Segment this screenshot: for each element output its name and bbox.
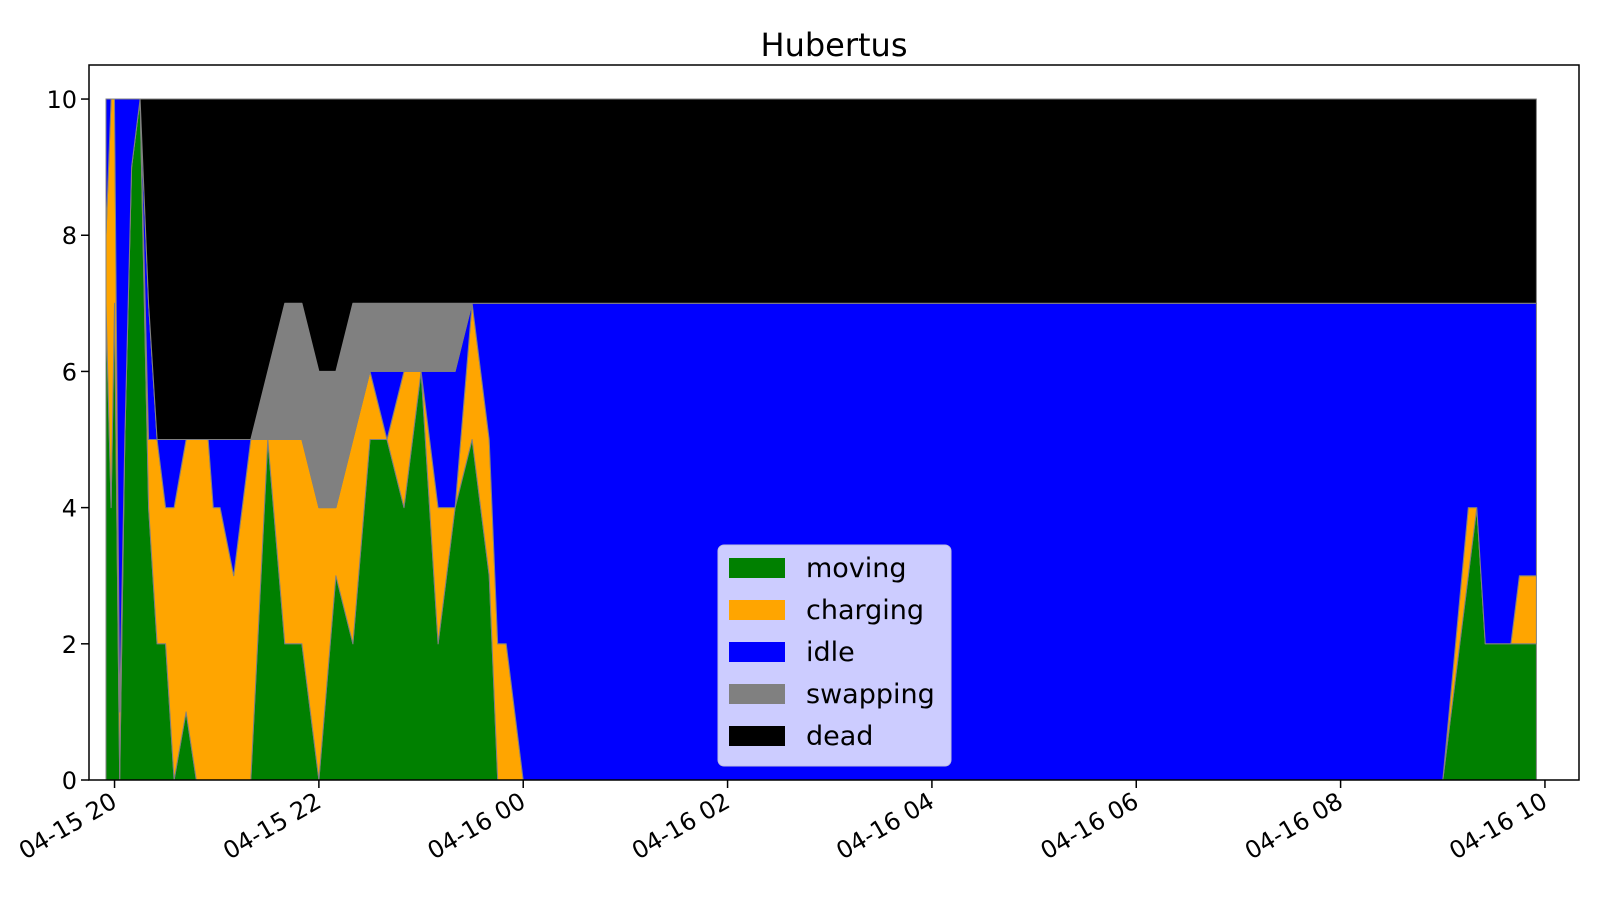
x-tick-label: 04-16 00 <box>423 787 530 865</box>
x-tick-label: 04-16 06 <box>1036 787 1143 865</box>
x-tick-label: 04-15 22 <box>218 787 325 865</box>
y-tick-label: 10 <box>46 86 77 114</box>
legend-label-moving: moving <box>806 553 907 584</box>
x-tick-label: 04-16 04 <box>831 787 938 865</box>
y-axis: 0 2 4 6 8 10 <box>46 86 89 795</box>
x-axis: 04-15 20 04-15 22 04-16 00 04-16 02 04-16 04… <box>14 780 1552 865</box>
y-tick-label: 6 <box>62 358 77 386</box>
y-tick-label: 2 <box>62 631 77 659</box>
x-tick-label: 04-16 08 <box>1240 787 1347 865</box>
chart-title: Hubertus <box>761 26 908 64</box>
legend-swatch-swapping <box>729 684 785 704</box>
y-tick-label: 8 <box>62 222 77 250</box>
y-tick-label: 4 <box>62 495 77 523</box>
legend-swatch-moving <box>729 558 785 578</box>
legend-swatch-dead <box>729 726 785 746</box>
legend-swatch-charging <box>729 600 785 620</box>
series-areas <box>105 98 1537 781</box>
x-tick-label: 04-16 02 <box>627 787 734 865</box>
x-tick-label: 04-16 10 <box>1444 787 1551 865</box>
legend-label-charging: charging <box>806 595 924 626</box>
x-tick-label: 04-15 20 <box>14 787 121 865</box>
legend: moving charging idle swapping dead <box>717 544 952 767</box>
area-dead <box>105 98 1537 440</box>
legend-label-swapping: swapping <box>806 679 935 710</box>
legend-swatch-idle <box>729 642 785 662</box>
plot-frame <box>88 64 1580 781</box>
legend-label-idle: idle <box>806 637 855 668</box>
y-tick-label: 0 <box>62 767 77 795</box>
legend-label-dead: dead <box>806 721 873 752</box>
